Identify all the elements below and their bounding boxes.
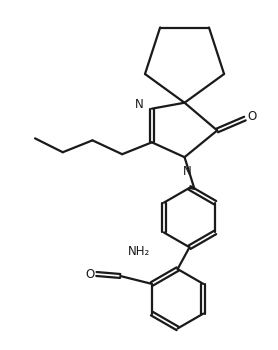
Text: NH₂: NH₂ [128, 245, 150, 258]
Text: O: O [247, 110, 257, 123]
Text: N: N [135, 98, 144, 111]
Text: O: O [85, 267, 94, 280]
Text: N: N [183, 165, 192, 178]
